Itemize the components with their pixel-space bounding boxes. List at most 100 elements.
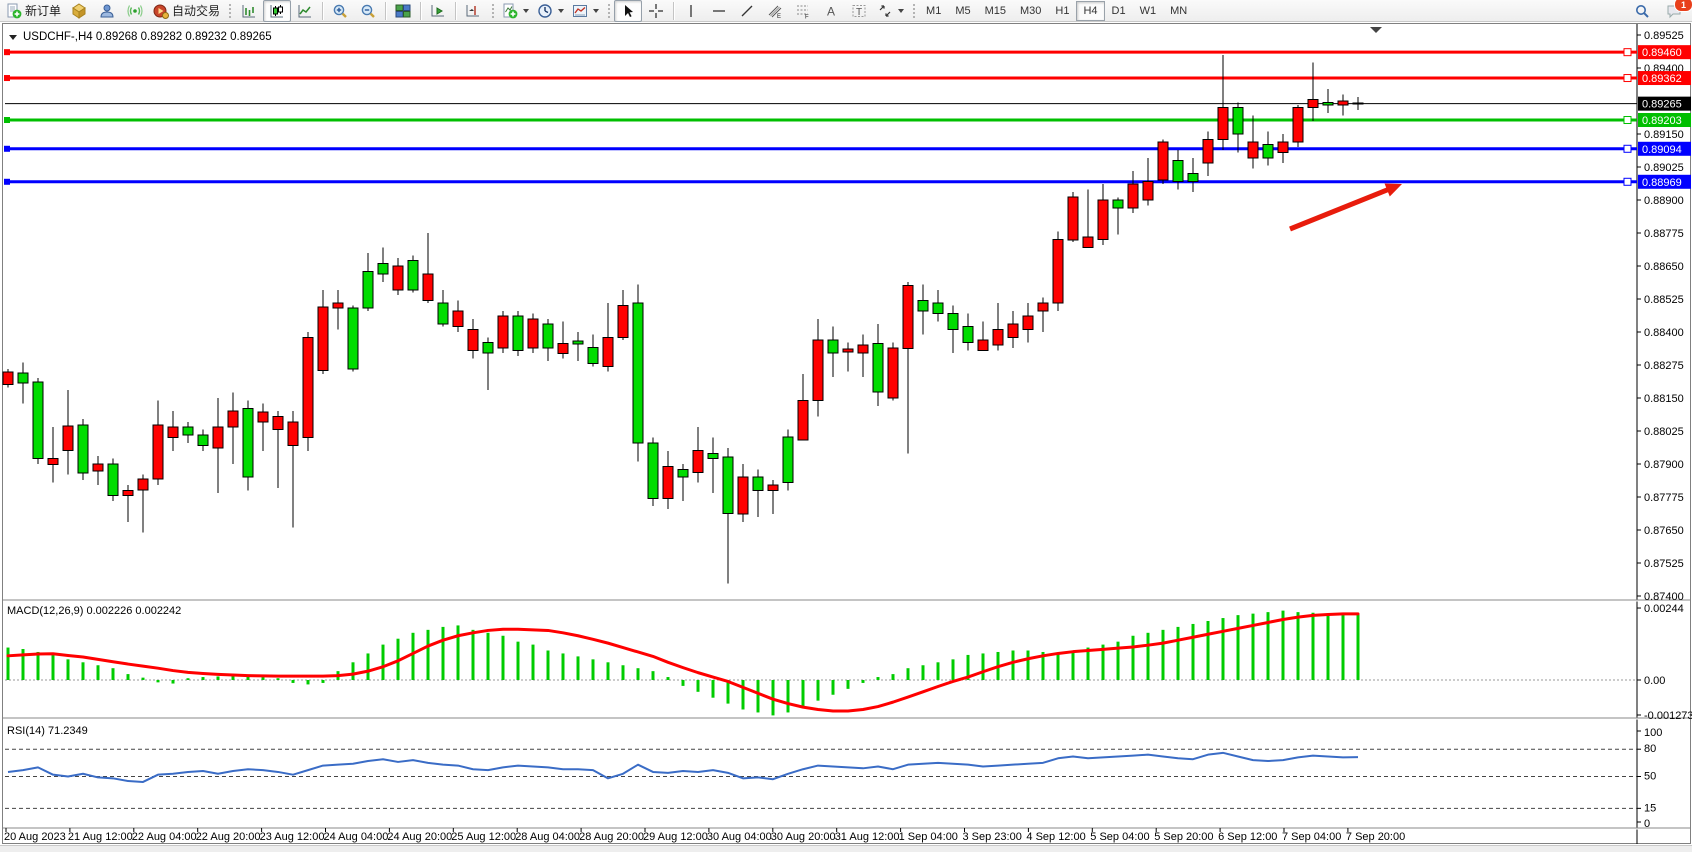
chart-shift-marker[interactable] — [1370, 27, 1382, 33]
trendline-button[interactable] — [733, 0, 761, 22]
zoom-in-button[interactable] — [326, 0, 354, 22]
collapse-triangle-icon — [9, 35, 17, 40]
signal-waves-icon — [127, 4, 143, 17]
hline-left-handle[interactable] — [4, 145, 10, 152]
text-button[interactable]: A — [817, 0, 845, 22]
template-icon — [573, 4, 588, 17]
toolbar-separator — [673, 1, 675, 20]
signals-button[interactable] — [121, 0, 149, 22]
candlestick-chart-icon — [270, 4, 284, 17]
bar-chart-button[interactable] — [235, 0, 263, 22]
community-button[interactable] — [93, 0, 121, 22]
zoom-out-icon — [361, 4, 375, 18]
new-order-button[interactable]: 新订单 — [2, 0, 65, 22]
webtrader-button[interactable] — [65, 0, 93, 22]
candle-body-bear — [167, 426, 179, 438]
svg-text:F: F — [805, 14, 809, 19]
arrows-button[interactable] — [873, 0, 908, 22]
candle-body-bear — [1247, 141, 1259, 159]
tile-windows-button[interactable] — [389, 0, 417, 22]
candle-body-bear — [1352, 102, 1364, 105]
price-badge — [1638, 113, 1691, 128]
candle-body-bear — [452, 310, 464, 328]
rsi-line — [7, 751, 1359, 783]
timeframe-button-m5[interactable]: M5 — [955, 4, 971, 17]
text-label-button[interactable]: T — [845, 0, 873, 22]
timeframe-button-h4[interactable]: H4 — [1076, 0, 1105, 21]
toolbar-grip[interactable] — [911, 1, 917, 20]
toolbar-grip[interactable] — [490, 1, 496, 20]
horizontal-line-button[interactable] — [705, 0, 733, 22]
fibonacci-button[interactable]: F — [789, 0, 817, 22]
candle-body-bear — [902, 284, 914, 349]
toolbar-grip[interactable] — [606, 1, 612, 20]
auto-scroll-button[interactable] — [424, 0, 452, 22]
candle-body-bear — [1022, 315, 1034, 330]
time-tick-label: 30 Aug 20:00 — [771, 831, 836, 843]
toolbar-right-tools: 1 — [1628, 0, 1692, 22]
price-badge-label: 0.89460 — [1642, 47, 1682, 59]
templates-button[interactable] — [568, 0, 603, 22]
usdchf-h4-chart[interactable]: 0.895250.894000.891500.890250.889000.887… — [0, 22, 1692, 845]
candle-body-bull — [197, 434, 209, 447]
hline-right-handle[interactable] — [1623, 48, 1632, 57]
hline-left-handle[interactable] — [4, 178, 10, 185]
timeframe-button-m30[interactable]: M30 — [1020, 4, 1042, 17]
chat-button[interactable]: 1 — [1660, 0, 1692, 22]
candle-body-bull — [347, 307, 359, 370]
line-chart-button[interactable] — [291, 0, 319, 22]
indicators-button[interactable] — [498, 0, 533, 22]
hline-right-handle[interactable] — [1623, 74, 1632, 83]
hline-right-handle[interactable] — [1623, 144, 1632, 153]
candle-body-bull — [182, 426, 194, 436]
autotrading-button[interactable]: 自动交易 — [149, 0, 224, 22]
timeframe-button-m15[interactable]: M15 — [984, 4, 1006, 17]
svg-text:USDCHF-,H4 0.89268 0.89282 0.: USDCHF-,H4 0.89268 0.89282 0.89232 0.892… — [23, 31, 272, 43]
candlestick-chart-button[interactable] — [263, 0, 292, 22]
price-badge-label: 0.89265 — [1642, 99, 1682, 111]
equidistant-channel-button[interactable]: E — [761, 0, 789, 22]
dropdown-caret-icon — [898, 8, 905, 13]
candle-body-bear — [1277, 141, 1289, 153]
vertical-line-button[interactable] — [677, 0, 705, 22]
time-tick-label: 7 Sep 20:00 — [1346, 831, 1405, 843]
price-badge — [1638, 141, 1691, 156]
timeframe-button-mn[interactable]: MN — [1170, 4, 1188, 17]
candle-body-bear — [302, 336, 314, 439]
time-tick-label: 5 Sep 04:00 — [1090, 831, 1149, 843]
cursor-button[interactable] — [614, 0, 643, 22]
price-tick-label: 0.88150 — [1644, 393, 1684, 405]
time-tick-label: 4 Sep 12:00 — [1026, 831, 1085, 843]
periods-button[interactable] — [533, 0, 568, 22]
search-button[interactable] — [1628, 0, 1656, 22]
timeframe-button-h1[interactable]: H1 — [1055, 4, 1070, 17]
crosshair-button[interactable] — [642, 0, 670, 22]
chart-shift-button[interactable] — [459, 0, 487, 22]
candle-body-bull — [1187, 173, 1199, 183]
price-axis: 0.895250.894000.891500.890250.889000.887… — [1637, 30, 1684, 603]
time-tick-label: 23 Aug 12:00 — [260, 831, 325, 843]
annotation-arrow[interactable] — [1289, 183, 1402, 232]
candle-body-bull — [962, 326, 974, 344]
toolbar-grip[interactable] — [227, 1, 233, 20]
timeframe-button-m1[interactable]: M1 — [926, 4, 942, 17]
equidistant-channel-icon: E — [768, 5, 782, 19]
candle-body-bull — [362, 270, 374, 309]
hline-left-handle[interactable] — [4, 117, 10, 124]
status-bar — [0, 845, 1692, 852]
macd-axis-label: -0.001273 — [1644, 710, 1692, 722]
time-tick-label: 28 Aug 04:00 — [515, 831, 580, 843]
hline-right-handle[interactable] — [1623, 116, 1632, 125]
hline-right-handle[interactable] — [1623, 177, 1632, 186]
chart-window[interactable]: 0.89525 0.89400 0.89150 0.89025 0.88900 0.887… — [0, 22, 1692, 845]
candle-body-bull — [1322, 101, 1334, 106]
horizontal-line-icon — [713, 9, 726, 12]
timeframe-button-d1[interactable]: D1 — [1111, 4, 1126, 17]
candle-body-bear — [1142, 181, 1154, 201]
toolbar-separator — [455, 1, 457, 20]
timeframe-button-w1[interactable]: W1 — [1139, 4, 1157, 17]
hline-left-handle[interactable] — [4, 49, 10, 56]
zoom-out-button[interactable] — [354, 0, 382, 22]
hline-left-handle[interactable] — [4, 75, 10, 82]
